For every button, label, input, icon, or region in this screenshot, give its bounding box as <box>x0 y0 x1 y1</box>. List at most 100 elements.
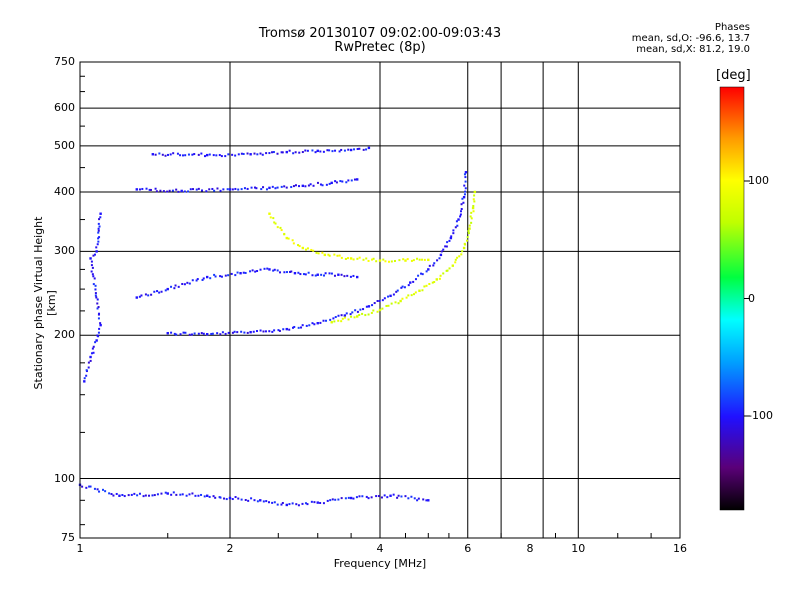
data-point <box>261 153 264 156</box>
data-point <box>466 239 469 242</box>
data-point <box>94 284 97 287</box>
data-point <box>276 186 279 189</box>
data-point <box>200 332 203 335</box>
data-point <box>328 149 331 152</box>
data-point <box>464 171 468 174</box>
data-point <box>445 245 448 248</box>
data-point <box>274 187 277 190</box>
data-point <box>121 494 124 497</box>
data-point <box>95 246 98 249</box>
data-point <box>127 494 130 497</box>
data-point <box>347 496 350 499</box>
data-point <box>309 183 312 186</box>
data-point <box>147 294 150 297</box>
data-point <box>308 324 311 327</box>
data-point <box>204 155 207 158</box>
data-point <box>464 180 467 183</box>
data-point <box>182 331 185 334</box>
data-point <box>317 252 320 255</box>
data-point <box>400 495 403 498</box>
data-point <box>200 493 203 496</box>
data-point <box>166 190 169 193</box>
data-point <box>281 151 284 154</box>
data-point <box>307 184 310 187</box>
data-point <box>316 181 319 184</box>
y-tick-label: 500 <box>54 138 75 152</box>
data-point <box>456 224 459 227</box>
data-point <box>231 188 234 191</box>
data-point <box>420 272 423 275</box>
data-point <box>148 494 151 497</box>
data-point <box>310 248 313 251</box>
data-point <box>272 217 275 220</box>
data-point <box>259 499 262 502</box>
data-point <box>323 253 327 257</box>
data-point <box>291 502 294 505</box>
data-point <box>433 281 436 284</box>
data-point <box>290 270 293 273</box>
data-point <box>168 189 171 192</box>
data-point <box>463 242 466 245</box>
data-point <box>418 258 421 261</box>
data-point <box>463 173 466 176</box>
data-point <box>389 294 392 298</box>
data-point <box>264 330 267 333</box>
data-point <box>272 269 275 272</box>
data-point <box>184 154 187 157</box>
data-point <box>93 277 96 280</box>
data-point <box>250 186 253 189</box>
data-point <box>274 222 277 225</box>
data-point <box>425 270 428 273</box>
data-point <box>244 498 247 501</box>
data-point <box>444 245 447 248</box>
data-point <box>319 321 322 324</box>
data-point <box>378 308 382 312</box>
data-point <box>454 258 457 261</box>
data-point <box>89 359 92 362</box>
data-point <box>91 266 94 269</box>
data-point <box>285 327 288 331</box>
data-point <box>340 273 343 276</box>
data-point <box>283 233 286 236</box>
data-point <box>292 242 295 245</box>
data-point <box>221 331 224 334</box>
data-point <box>280 503 283 506</box>
data-point <box>247 499 250 502</box>
data-point <box>472 204 475 207</box>
data-point <box>349 313 352 316</box>
data-point <box>227 331 230 334</box>
data-point <box>285 271 288 274</box>
data-point <box>337 319 340 322</box>
data-point <box>362 148 365 151</box>
data-point <box>205 494 209 497</box>
data-point <box>92 351 95 354</box>
data-point <box>438 257 441 260</box>
data-point <box>439 274 442 277</box>
data-point <box>328 254 331 257</box>
data-point <box>259 268 262 271</box>
data-point <box>273 221 276 224</box>
data-point <box>145 187 148 190</box>
data-point <box>327 253 330 256</box>
data-point <box>339 180 342 183</box>
data-point <box>454 226 457 229</box>
data-point <box>92 283 95 286</box>
data-point <box>297 244 300 247</box>
data-point <box>306 503 309 506</box>
data-point <box>283 271 286 274</box>
data-point <box>297 326 300 329</box>
data-point <box>448 267 451 270</box>
data-point <box>188 282 191 285</box>
data-point <box>237 497 240 500</box>
data-point <box>155 190 158 193</box>
data-point <box>313 323 316 326</box>
data-point <box>300 326 303 329</box>
data-point <box>367 259 370 262</box>
data-point <box>151 153 155 156</box>
data-point <box>94 341 97 344</box>
data-point <box>347 318 350 321</box>
data-point <box>98 236 101 239</box>
data-point <box>138 492 141 495</box>
data-point <box>96 334 99 337</box>
data-point <box>209 277 212 280</box>
